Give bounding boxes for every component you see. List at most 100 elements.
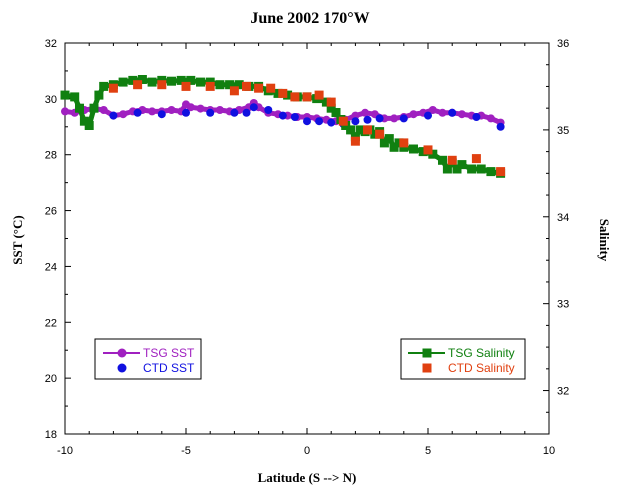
y-left-tick-label: 30 [45,94,57,106]
tsg-sst-point [361,108,370,117]
y-right-tick-label: 34 [557,212,569,224]
ctd-sst-point [424,111,432,120]
y-right-tick-label: 36 [557,38,569,50]
y-right-axis-label: Salinity [597,219,612,262]
tsg-salinity-point [394,138,404,148]
ctd-sst-point [448,108,457,117]
y-left-tick-label: 24 [45,261,57,273]
ctd-salinity-point [399,138,409,148]
tsg-salinity-point [89,103,99,113]
tsg-salinity-point [389,142,399,152]
ctd-salinity-point [242,81,251,91]
legend-ctd-salinity-marker [422,363,432,373]
series-ctd-salinity [108,80,506,177]
ctd-sst-point [242,108,251,117]
ctd-salinity-point [205,81,215,91]
legend-sst-box [94,338,202,380]
legend-salinity: TSG Salinity CTD Salinity [400,338,526,380]
x-tick-label: 5 [425,445,431,457]
tsg-sst-point [428,106,437,114]
ctd-sst-point [351,117,360,126]
y-left-tick-label: 26 [45,206,57,218]
y-left-axis-label: SST (°C) [10,215,25,264]
series-ctd-sst [109,103,505,131]
ctd-salinity-point [471,154,481,164]
ctd-sst-point [375,114,384,123]
ctd-salinity-point [181,81,191,91]
ctd-sst-point [157,110,166,119]
tsg-salinity-point [326,103,336,113]
ctd-sst-point [327,118,336,127]
tsg-salinity-point [283,90,293,100]
legend-tsg-sst-label: TSG SST [143,346,195,360]
legend-ctd-sst-label: CTD SST [143,361,195,375]
tsg-salinity-point [167,76,176,86]
tsg-salinity-point [137,75,147,84]
y-left-tick-label: 22 [45,317,57,329]
tsg-sst-point [457,110,466,119]
ctd-salinity-point [229,86,239,96]
ctd-salinity-point [375,129,385,139]
tsg-sst-point [486,114,495,123]
tsg-salinity-point [60,90,70,100]
ctd-salinity-point [302,92,312,102]
ctd-sst-point [230,108,239,117]
tsg-salinity-point [457,160,467,170]
tsg-salinity-point [118,77,128,87]
x-tick-label: -10 [57,445,73,457]
tsg-salinity-point [486,167,496,177]
legend-salinity-box [400,338,526,380]
tsg-salinity-point [467,164,477,174]
x-tick-label: -5 [181,445,191,457]
tsg-sst-point [167,106,176,114]
legend-sst: TSG SST CTD SST [94,338,202,380]
legend-tsg-salinity-label: TSG Salinity [448,346,515,360]
tsg-salinity-point [452,164,462,174]
ctd-sst-point [303,117,311,126]
tsg-salinity-point [147,77,157,87]
legend-ctd-sst-marker [117,363,127,373]
tsg-sst-point [196,104,205,113]
tsg-sst-point [390,114,399,123]
ctd-sst-point [264,106,273,114]
tsg-sst-point [99,106,108,114]
tsg-salinity-point [384,134,394,144]
tsg-salinity-point [409,144,418,154]
y-right-axis-ticks: 32 33 34 35 36 [543,38,569,413]
ctd-salinity-point [326,97,336,107]
ctd-sst-point [206,108,215,117]
ctd-salinity-point [363,125,372,135]
tsg-salinity-point [128,75,138,85]
tsg-salinity-point [346,125,356,135]
ctd-sst-point [249,103,258,112]
tsg-salinity-point [370,129,380,139]
y-left-tick-label: 32 [45,38,57,50]
ctd-salinity-point [350,136,360,146]
tsg-sst-point [119,110,128,119]
ctd-salinity-point [338,116,348,126]
tsg-salinity-point [418,147,428,157]
x-axis-label: Latitude (S --> N) [258,470,357,485]
x-axis-ticks: -10 -5 0 5 10 [57,43,555,457]
tsg-sst-point [61,107,69,116]
tsg-salinity-point [442,164,452,174]
series-tsg-sst [61,99,505,127]
tsg-salinity-point [94,90,104,100]
ctd-sst-point [472,113,481,121]
tsg-salinity-point [331,108,341,117]
tsg-salinity-point [321,97,331,107]
tsg-salinity-point [379,138,389,148]
ctd-sst-point [315,117,324,126]
legend-tsg-sst-marker [117,348,127,358]
ctd-salinity-point [496,167,506,177]
tsg-salinity-point [99,81,109,91]
tsg-salinity-point [225,80,235,90]
ctd-sst-point [290,113,299,121]
ctd-sst-point [399,114,408,123]
ctd-salinity-point [108,83,118,93]
y-left-tick-label: 20 [45,373,57,385]
ctd-salinity-point [133,80,143,90]
y-right-tick-label: 32 [557,386,569,398]
tsg-salinity-point [196,77,205,87]
